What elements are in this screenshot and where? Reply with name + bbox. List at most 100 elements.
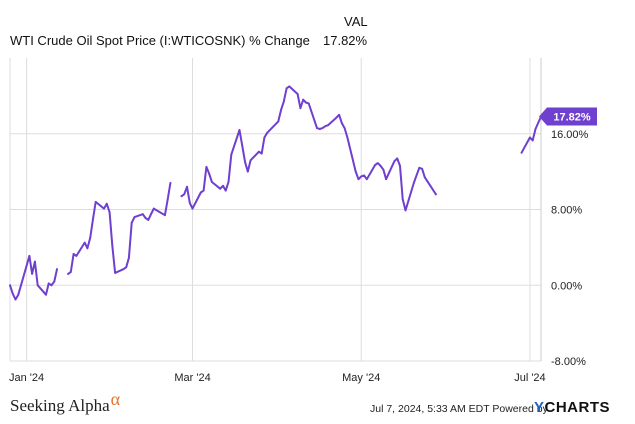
data-point: [105, 202, 108, 205]
data-point: [299, 107, 302, 110]
legend-series-name: WTI Crude Oil Spot Price (I:WTICOSNK) % …: [10, 33, 310, 48]
data-point: [164, 214, 166, 217]
x-tick-label: Jul '24: [514, 372, 545, 384]
data-point: [379, 165, 382, 167]
data-point: [327, 124, 329, 127]
data-point: [152, 207, 155, 210]
data-point: [183, 193, 186, 196]
chart-grid: [10, 58, 541, 362]
data-point: [166, 199, 169, 201]
data-point: [382, 168, 385, 171]
data-point: [302, 98, 305, 101]
data-point: [238, 129, 241, 131]
data-point: [180, 195, 183, 198]
data-point: [45, 293, 47, 296]
x-tick-label: Mar '24: [174, 372, 210, 384]
data-point: [34, 260, 36, 263]
ycharts-logo[interactable]: YCHARTS: [534, 399, 610, 416]
data-point: [141, 213, 144, 216]
data-point: [316, 127, 318, 129]
data-point: [335, 116, 338, 119]
data-point: [258, 150, 260, 153]
data-point: [127, 256, 130, 259]
data-point: [150, 213, 152, 216]
data-point: [531, 139, 534, 142]
data-point: [111, 244, 114, 247]
series-line-segment: [67, 182, 172, 275]
brand-name: Seeking Alpha: [10, 396, 110, 415]
y-tick-label: -8.00%: [551, 356, 586, 368]
data-point: [191, 207, 194, 210]
data-point: [324, 125, 327, 128]
data-point: [385, 178, 387, 181]
data-point: [263, 136, 266, 139]
data-point: [343, 127, 346, 129]
data-point: [249, 159, 252, 162]
data-point: [277, 120, 280, 123]
seeking-alpha-logo[interactable]: Seeking Alphaα: [10, 389, 120, 416]
data-point: [144, 217, 147, 219]
data-point: [360, 175, 363, 178]
chart-axes: -8.00% 0.00% 8.00% 16.00% Jan '24 Mar '24 May …: [9, 58, 589, 384]
data-point: [222, 184, 224, 187]
data-point: [534, 128, 537, 130]
data-point: [307, 102, 310, 105]
ycharts-wordmark: CHARTS: [544, 399, 611, 416]
data-point: [399, 165, 401, 167]
data-point: [94, 201, 97, 203]
last-value-badge: [539, 107, 597, 126]
data-point: [357, 178, 360, 181]
data-point: [363, 174, 365, 177]
data-point: [50, 284, 53, 287]
series-line-segment: [520, 115, 542, 154]
y-tick-label: 8.00%: [551, 205, 582, 217]
data-point: [72, 253, 75, 255]
data-point: [53, 280, 56, 283]
data-point: [83, 241, 86, 244]
data-point: [47, 282, 50, 285]
data-point: [396, 157, 399, 160]
data-point: [122, 268, 125, 271]
data-point: [346, 136, 349, 139]
y-tick-label: 16.00%: [551, 129, 589, 141]
data-point: [341, 122, 343, 125]
data-point: [374, 164, 376, 166]
data-point: [266, 131, 269, 134]
data-point: [211, 181, 213, 183]
data-point: [17, 293, 20, 296]
data-point: [354, 170, 357, 173]
data-point: [376, 162, 379, 165]
chart-series: [9, 85, 542, 301]
data-point: [520, 151, 523, 154]
data-point: [415, 174, 418, 177]
data-point: [421, 167, 423, 170]
data-point: [14, 298, 17, 301]
data-point: [241, 145, 244, 148]
data-point: [130, 221, 133, 224]
data-point: [412, 182, 415, 184]
data-point: [108, 211, 111, 214]
chart-labels: 17.82%: [539, 107, 597, 126]
data-point: [202, 189, 205, 192]
timestamp-credit: Jul 7, 2024, 5:33 AM EDT Powered by: [370, 403, 548, 415]
data-point: [423, 176, 426, 179]
data-point: [435, 193, 437, 196]
data-point: [244, 161, 247, 164]
data-point: [296, 93, 299, 95]
data-point: [219, 187, 222, 190]
series-line-segment: [180, 85, 437, 212]
data-point: [75, 255, 78, 257]
data-point: [89, 237, 92, 239]
data-point: [67, 273, 69, 275]
data-point: [169, 182, 172, 184]
series-line-segment: [9, 254, 58, 301]
data-point: [69, 271, 72, 273]
data-point: [125, 266, 128, 269]
data-point: [36, 284, 39, 287]
data-point: [28, 255, 31, 257]
data-point: [393, 160, 396, 163]
x-tick-label: May '24: [342, 372, 380, 384]
data-point: [147, 219, 150, 221]
data-point: [401, 198, 404, 201]
